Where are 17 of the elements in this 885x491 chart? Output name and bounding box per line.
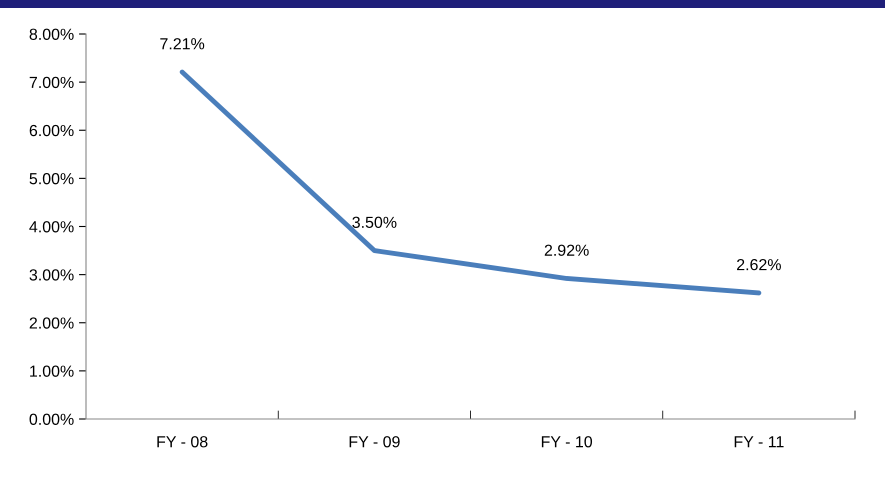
y-tick-label: 7.00% xyxy=(30,76,74,88)
data-label: 2.92% xyxy=(544,244,589,256)
x-tick-label: FY - 09 xyxy=(350,436,400,448)
y-tick-label: 8.00% xyxy=(30,28,74,40)
y-tick-label: 3.00% xyxy=(30,269,74,281)
y-tick-label: 4.00% xyxy=(29,221,74,232)
data-label: 7.21% xyxy=(160,38,204,50)
data-label: 3.50% xyxy=(352,216,396,228)
y-tick-label: 1.00% xyxy=(30,366,74,377)
y-tick-label: 5.00% xyxy=(30,173,74,184)
y-tick-label: 2.00% xyxy=(30,317,74,329)
y-tick-label: 6.00% xyxy=(30,124,74,136)
x-tick-label: FY - 08 xyxy=(157,436,208,448)
y-tick-label: 0.00% xyxy=(30,414,74,425)
data-label: 2.62% xyxy=(737,259,781,270)
x-tick-label: FY - 11 xyxy=(734,436,784,448)
x-tick-label: FY - 10 xyxy=(542,436,592,448)
